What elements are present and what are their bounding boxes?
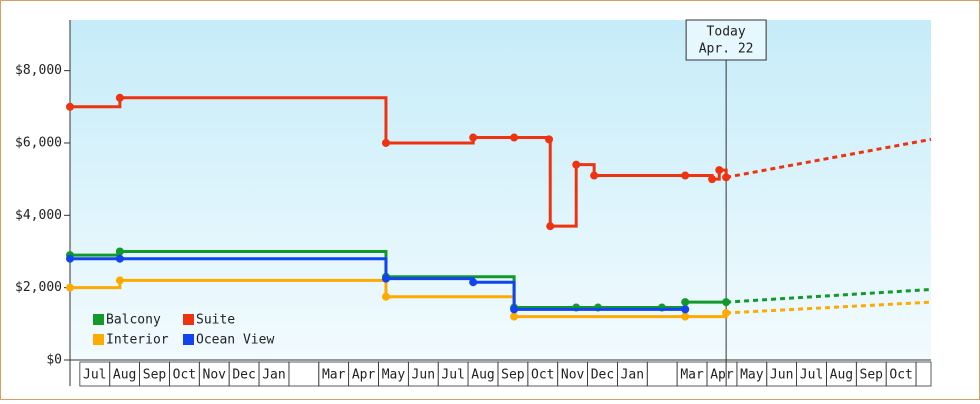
- x-tick-label: Sep: [501, 368, 525, 383]
- x-tick-label: Aug: [471, 368, 494, 383]
- x-tick-label: Nov: [203, 368, 227, 383]
- point: [115, 247, 124, 256]
- legend-label: Suite: [196, 313, 235, 328]
- today-label: Apr. 22: [699, 42, 754, 57]
- x-tick-label: May: [740, 368, 764, 383]
- x-tick-label: Mar: [680, 368, 704, 383]
- point: [510, 312, 519, 321]
- point: [510, 305, 519, 314]
- legend-swatch: [93, 334, 104, 345]
- point: [681, 305, 690, 314]
- point: [681, 171, 690, 180]
- point: [715, 166, 724, 175]
- x-tick-label: Oct: [889, 368, 912, 383]
- legend-label: Balcony: [106, 313, 161, 328]
- projection-line: [726, 287, 932, 304]
- point: [590, 171, 599, 180]
- point: [722, 173, 731, 182]
- today-box: [685, 19, 767, 61]
- x-tick-label: Jan: [621, 368, 644, 383]
- projection-line: [726, 300, 932, 315]
- legend-label: Ocean View: [196, 333, 274, 348]
- point: [681, 312, 690, 321]
- x-tick-label: Nov: [561, 368, 585, 383]
- point: [469, 278, 478, 287]
- x-tick-label: Dec: [591, 368, 614, 383]
- x-tick-label: Dec: [232, 368, 255, 383]
- legend-label: Interior: [106, 333, 169, 348]
- point: [469, 133, 478, 142]
- x-tick-label: Aug: [830, 368, 853, 383]
- projection-line: [725, 137, 932, 179]
- y-tick-label: $2,000: [15, 280, 62, 295]
- x-tick-label: Jun: [412, 368, 435, 383]
- x-tick-label: Mar: [322, 368, 346, 383]
- point: [708, 175, 717, 184]
- y-tick-label: $4,000: [15, 208, 62, 223]
- point: [545, 135, 554, 144]
- x-tick-label: Sep: [143, 368, 167, 383]
- x-tick-label: Jul: [441, 368, 464, 383]
- x-tick-label: Aug: [113, 368, 136, 383]
- y-tick-label: $8,000: [15, 63, 62, 78]
- x-tick-label: Oct: [531, 368, 554, 383]
- y-tick-label: $0: [46, 353, 62, 368]
- point: [722, 308, 731, 317]
- x-tick-label: Jul: [83, 368, 106, 383]
- y-tick-label: $6,000: [15, 135, 62, 150]
- point: [115, 93, 124, 102]
- x-tick-label: Jan: [262, 368, 285, 383]
- legend-swatch: [93, 314, 104, 325]
- point: [722, 298, 731, 307]
- today-label: Today: [707, 25, 746, 40]
- x-tick-label: Apr: [710, 368, 734, 383]
- x-tick-label: Oct: [173, 368, 196, 383]
- point: [115, 254, 124, 263]
- point: [381, 274, 390, 283]
- legend-swatch: [183, 334, 194, 345]
- x-tick-label: Jun: [770, 368, 793, 383]
- point: [510, 133, 519, 142]
- x-tick-label: Sep: [860, 368, 884, 383]
- point: [381, 138, 390, 147]
- point: [115, 276, 124, 285]
- plot-area: [70, 20, 931, 360]
- point: [546, 222, 555, 231]
- legend-swatch: [183, 314, 194, 325]
- x-tick-label: May: [382, 368, 406, 383]
- point: [681, 298, 690, 307]
- point: [381, 292, 390, 301]
- point: [572, 160, 581, 169]
- point: [66, 283, 74, 292]
- x-tick-label: Apr: [352, 368, 376, 383]
- point: [66, 254, 74, 263]
- point: [66, 102, 74, 111]
- month-box: [915, 361, 932, 387]
- x-tick-label: Jul: [800, 368, 823, 383]
